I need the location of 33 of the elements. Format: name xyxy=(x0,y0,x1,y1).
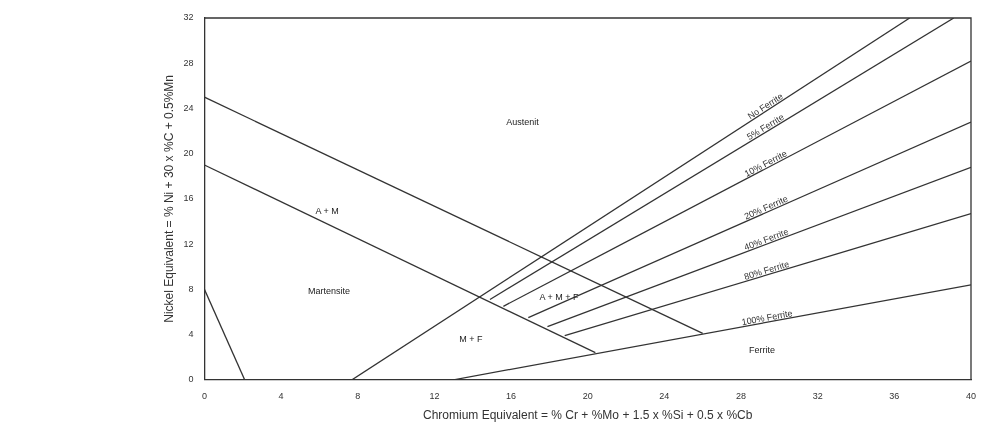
annotation: Ferrite xyxy=(749,344,776,355)
y-tick-label: 4 xyxy=(188,329,194,340)
x-tick-label: 4 xyxy=(278,390,284,401)
text: 80% Ferrite xyxy=(742,258,791,282)
x-tick-label: 20 xyxy=(582,390,593,401)
x-tick-label: 8 xyxy=(355,390,361,401)
y-tick-label: 12 xyxy=(183,238,194,249)
x-tick-label: 36 xyxy=(889,390,900,401)
text: 100% Ferrite xyxy=(740,308,794,328)
x-tick-label: 40 xyxy=(965,390,977,401)
text: 40% Ferrite xyxy=(742,226,790,253)
y-axis-title: Nickel Equivalent = % Ni + 30 x %C + 0.5%Mn xyxy=(161,75,176,323)
y-tick-label: 32 xyxy=(183,12,194,23)
text: 20% Ferrite xyxy=(742,193,790,222)
y-tick-label: 8 xyxy=(188,283,194,294)
y-tick-label: 28 xyxy=(183,57,194,68)
x-tick-label: 28 xyxy=(736,390,747,401)
x-axis-title: Chromium Equivalent = % Cr + %Mo + 1.5 x %Si + 0.5 x %Cb xyxy=(422,408,753,423)
x-tick-label: 16 xyxy=(506,390,517,401)
y-tick-label: 16 xyxy=(183,193,194,204)
y-tick-label: 20 xyxy=(183,148,194,159)
annotation: A + M + F xyxy=(539,291,579,302)
annotation: Austenit xyxy=(506,116,540,127)
x-tick-label: 32 xyxy=(812,390,823,401)
annotation: A + M xyxy=(315,205,339,216)
x-tick-label: 12 xyxy=(429,390,440,401)
annotation: Martensite xyxy=(307,286,350,297)
text: 10% Ferrite xyxy=(742,148,789,179)
x-tick-label: 24 xyxy=(659,390,670,401)
y-tick-label: 0 xyxy=(188,374,194,385)
x-tick-label: 0 xyxy=(201,390,207,401)
annotation: M + F xyxy=(459,334,483,345)
y-tick-label: 24 xyxy=(183,102,194,113)
